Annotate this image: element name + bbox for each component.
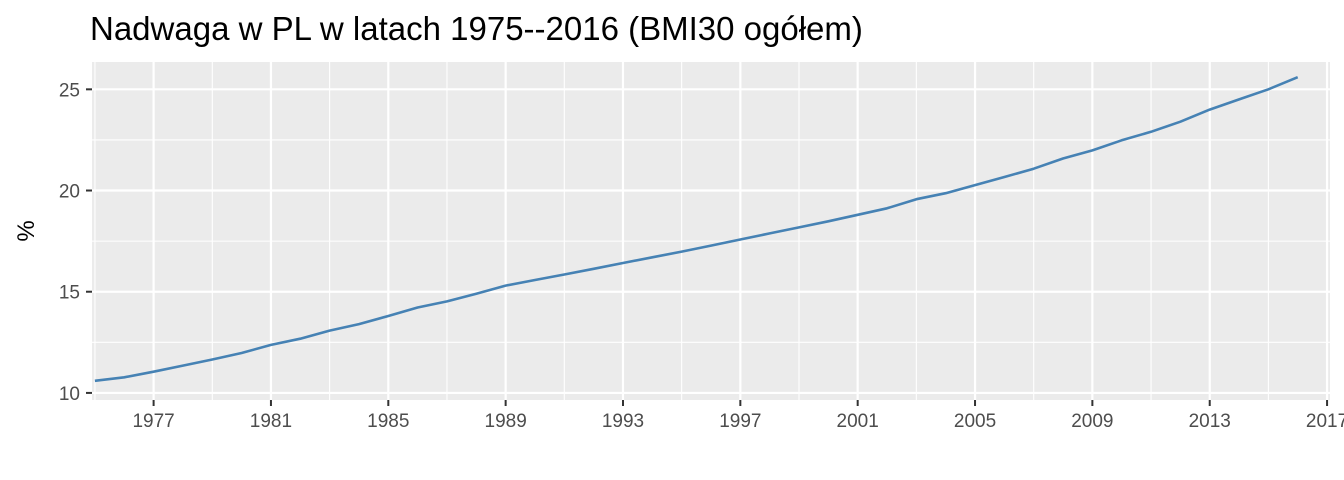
y-tick-label: 20 — [59, 182, 80, 203]
series-line — [94, 75, 1299, 383]
y-axis: 10 15 20 25 — [59, 80, 92, 405]
x-tick-label: 2009 — [1071, 411, 1113, 432]
x-tick-label: 1985 — [367, 411, 409, 432]
x-tick-label: 1981 — [250, 411, 292, 432]
x-tick-label: 1993 — [602, 411, 644, 432]
x-tick-label: 2013 — [1189, 411, 1231, 432]
x-tick-label: 2005 — [954, 411, 996, 432]
y-axis-title: % — [13, 220, 40, 241]
x-tick-label: 1977 — [132, 411, 174, 432]
x-tick-label: 2001 — [837, 411, 879, 432]
y-tick-label: 25 — [59, 80, 80, 101]
y-tick-label: 15 — [59, 283, 80, 304]
plot-panel — [92, 62, 1330, 400]
y-tick-label: 10 — [59, 384, 80, 405]
x-axis: 1977 1981 1985 1989 1993 1997 2001 2005 2009 2013… — [132, 400, 1344, 432]
x-tick-label: 1997 — [719, 411, 761, 432]
x-tick-label: 2017 — [1306, 411, 1344, 432]
x-tick-label: 1989 — [485, 411, 527, 432]
chart-title: Nadwaga w PL w latach 1975--2016 (BMI30 … — [90, 10, 863, 47]
major-gridlines — [92, 62, 1330, 400]
series-layer — [94, 75, 1299, 383]
